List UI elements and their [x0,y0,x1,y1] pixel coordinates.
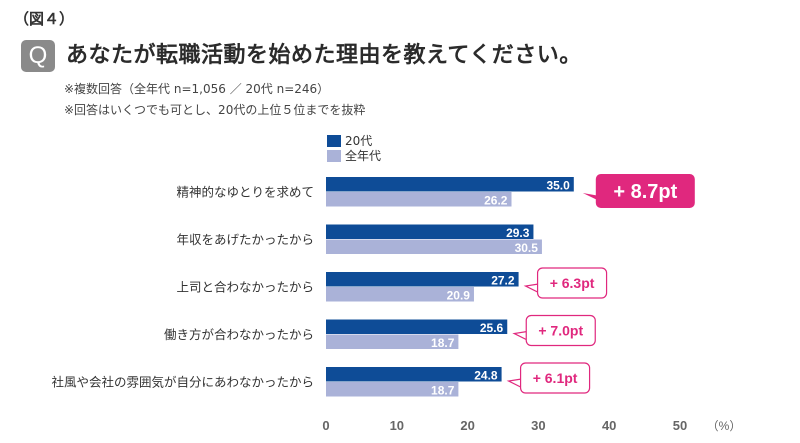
sample-size-note: ※複数回答（全年代 n=1,056 ／ 20代 n=246） [64,82,330,96]
legend-label-all: 全年代 [345,148,381,163]
legend-label-20s: 20代 [345,134,372,148]
callout-tail-cover [539,285,547,297]
category-label: 上司と合わなかったから [176,280,314,295]
callout-label: + 7.0pt [538,323,583,339]
bar-value-label: 30.5 [515,241,539,255]
callout-label: + 8.7pt [613,181,677,203]
callout-box [536,267,608,299]
bar-value-label: 25.6 [480,321,504,335]
figure-label: （図４） [14,10,75,28]
x-tick-label: 40 [602,418,616,433]
category-label: 精神的なゆとりを求めて [176,185,314,200]
bar-value-label: 26.2 [484,194,508,208]
selection-note: ※回答はいくつでも可とし、20代の上位５位までを抜粋 [64,103,366,117]
bar-all [326,382,459,397]
bar-all [326,287,474,302]
x-tick-label: 20 [460,418,474,433]
q-badge: Q [21,40,55,72]
callout-tail-cover [527,332,536,345]
bar-value-label: 35.0 [546,179,570,193]
bar-value-label: 24.8 [474,369,498,383]
callout-box [519,362,591,394]
bar-20s [326,367,502,382]
bar-20s [326,177,574,192]
callout-tail-cover [522,380,530,392]
callout-label: + 6.1pt [533,370,578,386]
callout-box [595,174,695,208]
bar-value-label: 27.2 [491,274,515,288]
bar-value-label: 18.7 [431,336,455,350]
x-tick-label: 0 [322,418,329,433]
legend-swatch-all [327,150,341,162]
bar-all [326,334,459,349]
unit-label: （%） [707,419,742,433]
question-title: あなたが転職活動を始めた理由を教えてください。 [66,43,582,68]
bar-value-label: 18.7 [431,384,455,398]
bar-20s [326,224,534,239]
bar-value-label: 20.9 [447,289,471,303]
category-label: 社風や会社の雰囲気が自分にあわなかったから [51,375,314,390]
category-label: 働き方が合わなかったから [164,327,314,342]
bar-all [326,192,512,207]
x-tick-label: 50 [673,418,687,433]
x-tick-label: 10 [390,418,404,433]
x-tick-label: 30 [531,418,545,433]
bar-20s [326,272,519,287]
callout-label: + 6.3pt [550,275,595,291]
bar-20s [326,319,508,334]
category-label: 年収をあげたかったから [176,232,314,247]
callout-box [525,314,596,347]
bar-all [326,239,542,254]
legend-swatch-20s [327,135,341,147]
bar-value-label: 29.3 [506,226,530,240]
